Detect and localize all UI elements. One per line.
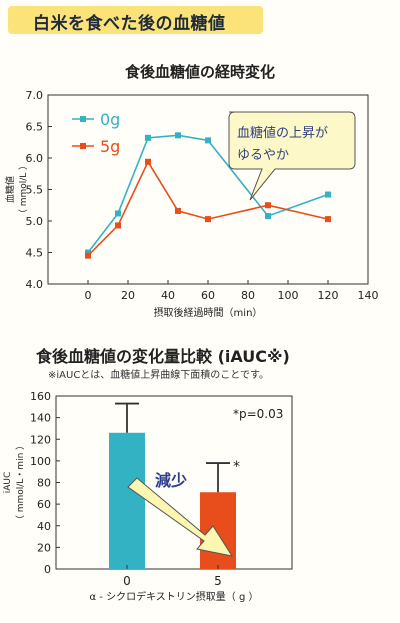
y-tick-label: 4.0	[26, 278, 44, 291]
y-tick-label: 60	[37, 498, 51, 511]
series-point-0g	[175, 132, 181, 139]
series-point-0g	[325, 191, 331, 198]
iauc-footnote: ※iAUCとは、血糖値上昇曲線下面積のことです。	[48, 370, 269, 381]
y-axis-unit: （ mmol/L・min ）	[15, 441, 26, 524]
line-chart-title: 食後血糖値の経時変化	[124, 63, 275, 81]
y-tick-label: 140	[30, 412, 51, 425]
x-tick-label: 0	[123, 574, 131, 588]
x-tick-label: 40	[161, 289, 175, 302]
series-point-5g	[85, 252, 91, 259]
series-point-5g	[325, 216, 331, 223]
x-tick-label: 20	[121, 289, 135, 302]
legend-label-0g: 0g	[100, 110, 120, 129]
series-point-5g	[145, 158, 151, 165]
callout-text-line1: 血糖値の上昇が	[237, 125, 328, 141]
y-tick-label: 100	[30, 455, 51, 468]
y-tick-label: 0	[44, 563, 51, 576]
y-tick-label: 5.5	[26, 184, 44, 197]
series-point-0g	[205, 137, 211, 144]
significance-star: *	[233, 459, 240, 475]
bar-chart-title: 食後血糖値の変化量比較 (iAUC※)	[36, 347, 290, 366]
y-tick-label: 80	[37, 477, 51, 490]
y-tick-label: 40	[37, 520, 51, 533]
decrease-arrow	[127, 477, 234, 557]
series-point-5g	[175, 207, 181, 214]
x-tick-label: 140	[358, 289, 379, 302]
x-axis-label: α - シクロデキストリン摂取量（ g ）	[90, 590, 259, 603]
series-point-0g	[265, 212, 271, 219]
y-tick-label: 160	[30, 390, 51, 403]
bar-0	[109, 432, 145, 569]
bar-5	[200, 492, 236, 569]
callout-bubble	[228, 111, 356, 201]
y-tick-label: 7.0	[26, 89, 44, 102]
x-tick-label: 120	[318, 289, 339, 302]
decrease-label: 減少	[155, 471, 187, 490]
series-point-0g	[115, 210, 121, 217]
x-axis-label: 摂取後経過時間（min）	[154, 306, 263, 319]
x-tick-label: 0	[85, 289, 92, 302]
y-tick-label: 20	[37, 541, 51, 554]
series-point-0g	[85, 249, 91, 256]
x-tick-label: 5	[214, 574, 222, 588]
y-tick-label: 120	[30, 433, 51, 446]
callout-text-line2: ゆるやか	[237, 148, 289, 163]
series-point-5g	[115, 222, 121, 229]
y-tick-label: 6.0	[26, 152, 44, 165]
y-tick-label: 6.5	[26, 121, 44, 134]
x-tick-label: 80	[241, 289, 255, 302]
y-tick-label: 5.0	[26, 215, 44, 228]
y-axis-label: iAUC	[3, 472, 13, 494]
y-axis-label: 血糖値	[4, 176, 16, 203]
series-point-5g	[205, 216, 211, 223]
x-tick-label: 60	[201, 289, 215, 302]
y-tick-label: 4.5	[26, 247, 44, 260]
legend-marker-5g	[80, 143, 86, 149]
significance-note: *p=0.03	[233, 407, 283, 421]
legend-label-5g: 5g	[100, 137, 120, 156]
legend-marker-0g	[80, 116, 86, 122]
y-axis-unit: （ mmol/L ）	[18, 161, 29, 218]
x-tick-label: 100	[278, 289, 299, 302]
header-banner: 白米を食べた後の血糖値	[0, 0, 400, 38]
series-point-5g	[265, 202, 271, 209]
page-title: 白米を食べた後の血糖値	[33, 14, 226, 34]
series-line-5g	[87, 160, 329, 257]
header-highlight	[8, 6, 263, 34]
series-point-0g	[145, 134, 151, 141]
